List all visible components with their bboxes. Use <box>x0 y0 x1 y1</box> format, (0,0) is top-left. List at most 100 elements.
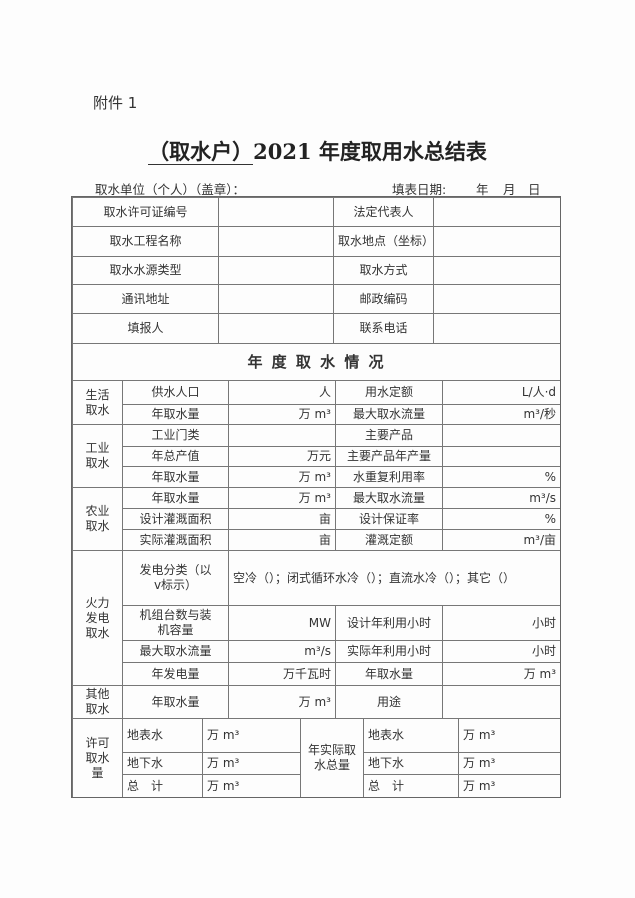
input-cell[interactable]: m³/s <box>228 640 336 663</box>
field-label: 最大取水流量 <box>122 640 229 663</box>
table-row: 年取水量万 m³ 水重复利用率% <box>73 466 562 488</box>
field-label: 灌溉定额 <box>335 529 443 551</box>
table-row: 设计灌溉面积亩设计保证率% <box>73 508 562 530</box>
input-cell[interactable] <box>433 197 561 227</box>
category-label: 许可取水量 <box>72 718 123 798</box>
input-cell[interactable]: 万 m³ <box>202 774 301 798</box>
field-label: 年取水量 <box>122 685 229 719</box>
category-label: 其他取水 <box>72 685 123 719</box>
table-row: 年 度 取 水 情 况 <box>71 343 562 381</box>
input-cell[interactable]: m³/s <box>441 487 562 509</box>
field-label: 最大取水流量 <box>335 404 443 425</box>
input-cell[interactable]: MW <box>228 605 336 641</box>
field-label: 设计保证率 <box>335 508 443 530</box>
input-cell[interactable]: 万 m³ <box>202 752 301 775</box>
section-title: 年 度 取 水 情 况 <box>71 343 562 381</box>
field-label: 总 计 <box>122 774 203 798</box>
input-cell[interactable]: m³/亩 <box>441 529 562 551</box>
table-row: 填报人 联系电话 <box>72 313 561 344</box>
attachment-label: 附件 1 <box>93 94 138 112</box>
field-label: 年取水量 <box>335 662 443 686</box>
field-label: 地表水 <box>363 718 459 753</box>
input-cell[interactable]: L/人·d <box>441 380 562 405</box>
input-cell[interactable]: 亩 <box>228 529 336 551</box>
category-label: 生活取水 <box>72 380 123 425</box>
table-row: 其他取水 年取水量万 m³ 用途 <box>72 685 562 719</box>
input-cell[interactable]: 万千瓦时 <box>228 662 336 686</box>
input-cell[interactable]: % <box>441 466 562 488</box>
field-label: 地下水 <box>122 752 203 775</box>
input-cell[interactable]: 万 m³ <box>458 774 561 798</box>
input-cell[interactable]: 小时 <box>441 605 562 641</box>
category-label: 火力发电取水 <box>72 550 123 686</box>
input-cell[interactable]: % <box>441 508 562 530</box>
field-label: 取水工程名称 <box>72 226 219 257</box>
table-row: 取水许可证编号 法定代表人 <box>72 197 561 227</box>
title-prefix: （取水户） <box>148 139 254 165</box>
field-label: 机组台数与装机容量 <box>122 605 229 641</box>
input-cell[interactable] <box>228 424 336 447</box>
input-cell[interactable]: 万 m³ <box>441 662 562 686</box>
input-cell[interactable] <box>218 197 334 227</box>
title-text: 2021 年度取用水总结表 <box>253 139 487 164</box>
input-cell[interactable] <box>433 226 561 257</box>
table-row: 许可取水量 地表水万 m³ 年实际取水总量 地表水万 m³ <box>72 718 561 798</box>
field-label: 通讯地址 <box>72 284 219 314</box>
field-label: 年取水量 <box>122 487 229 509</box>
input-cell[interactable] <box>218 226 334 257</box>
field-label: 年总产值 <box>122 446 229 467</box>
input-cell[interactable]: 小时 <box>441 640 562 663</box>
field-label: 发电分类（以v标示） <box>122 550 229 606</box>
field-label: 取水许可证编号 <box>72 197 219 227</box>
input-cell[interactable] <box>433 284 561 314</box>
field-label: 邮政编码 <box>333 284 434 314</box>
input-cell[interactable]: 万 m³ <box>458 718 561 753</box>
permit-table: 许可取水量 地表水万 m³ 年实际取水总量 地表水万 m³ 地下水万 m³ 地下水万 m³… <box>72 718 561 798</box>
input-cell[interactable]: 万 m³ <box>228 466 336 488</box>
field-label: 主要产品 <box>335 424 443 447</box>
field-label: 用途 <box>335 685 443 719</box>
input-cell[interactable]: 亩 <box>228 508 336 530</box>
input-cell[interactable]: 人 <box>228 380 336 405</box>
input-cell[interactable] <box>441 424 562 447</box>
field-label: 取水地点（坐标） <box>333 226 434 257</box>
input-cell[interactable] <box>441 685 562 719</box>
input-cell[interactable]: 万 m³ <box>458 752 561 775</box>
input-cell[interactable]: 万 m³ <box>202 718 301 753</box>
field-label: 联系电话 <box>333 313 434 344</box>
field-label: 实际年利用小时 <box>335 640 443 663</box>
input-cell[interactable]: m³/秒 <box>441 404 562 425</box>
input-cell[interactable] <box>441 446 562 467</box>
date-label: 填表日期: <box>392 182 447 197</box>
input-cell[interactable] <box>433 313 561 344</box>
field-label: 供水人口 <box>122 380 229 405</box>
table-row: 取水工程名称 取水地点（坐标） <box>72 226 561 257</box>
generation-type-options[interactable]: 空冷（）；闭式循环水冷（）；直流水冷（）；其它（） <box>227 550 562 606</box>
table-row: 工业取水 工业门类 主要产品 <box>72 424 562 488</box>
field-label: 填报人 <box>72 313 219 344</box>
basic-info-table: 取水许可证编号 法定代表人 取水工程名称 取水地点（坐标） 取水水源类型 取水方式 通讯地址… <box>72 197 561 344</box>
input-cell[interactable]: 万 m³ <box>228 685 336 719</box>
category-label: 工业取水 <box>72 424 123 488</box>
table-row: 生活取水 供水人口人用水定额 L/人·d <box>72 380 562 425</box>
category-label: 年实际取水总量 <box>300 718 364 798</box>
table-row: 年总产值 万元 主要产品年产量 <box>73 446 562 467</box>
input-cell[interactable] <box>218 313 334 344</box>
annual-water-table: 年 度 取 水 情 况生活取水 供水人口人用水定额 L/人·d 年取水量万 m³ 最大取… <box>71 343 562 719</box>
field-label: 总 计 <box>363 774 459 798</box>
input-cell[interactable] <box>218 284 334 314</box>
input-cell[interactable]: 万 m³ <box>228 404 336 425</box>
field-label: 主要产品年产量 <box>335 446 443 467</box>
unit-label: 取水单位（个人）（盖章）： <box>95 182 246 197</box>
input-cell[interactable] <box>218 256 334 285</box>
day-label: 日 <box>528 182 541 197</box>
input-cell[interactable]: 万 m³ <box>228 487 336 509</box>
field-label: 工业门类 <box>122 424 229 447</box>
input-cell[interactable]: 万元 <box>228 446 336 467</box>
year-label: 年 <box>476 182 489 197</box>
table-row: 农业取水 年取水量万 m³ 最大取水流量 m³/s <box>72 487 562 551</box>
table-row: 最大取水流量 m³/s 实际年利用小时 小时 <box>73 640 562 663</box>
page-title: （取水户）2021 年度取用水总结表 <box>0 136 635 166</box>
input-cell[interactable] <box>433 256 561 285</box>
category-label: 农业取水 <box>72 487 123 551</box>
